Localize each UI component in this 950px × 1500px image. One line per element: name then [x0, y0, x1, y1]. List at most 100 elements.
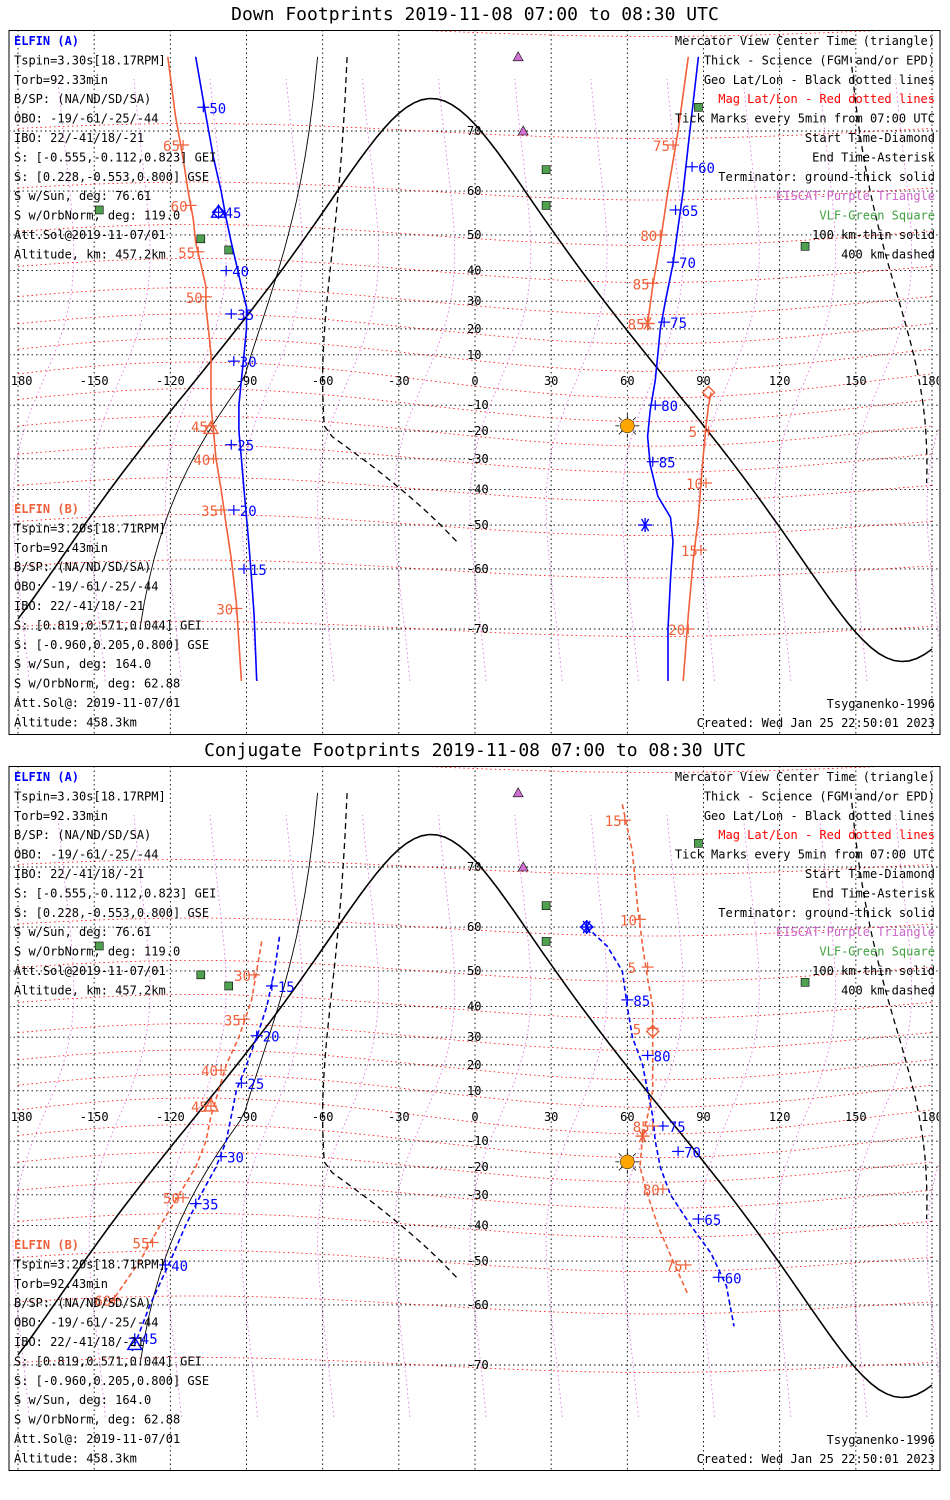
down-legend-line: Tick Marks every 5min from 07:00 UTC [675, 112, 935, 126]
conj-start-diamond [645, 1024, 660, 1039]
down-tick-label: 5 [689, 425, 697, 441]
conj-info-a-line: OBO: -19/-61/-25/-44 [14, 848, 159, 862]
conj-tick-label: 40 [201, 1064, 218, 1080]
down-legend-line: Mercator View Center Time (triangle) [675, 34, 935, 48]
down-y-tick-label: 40 [467, 264, 481, 278]
conjugate-footprints-map: -180 -150 -120 -90 -60 -30 0 30 60 90 120 150 180 70 6… [8, 766, 943, 1471]
down-series-elfin-b: 65 60 55 50 45 40 35 30 5 10 15 20 85 85 80 75 [163, 56, 716, 681]
conj-vlf-square [196, 970, 206, 980]
conj-info-b-line: S w/OrbNorm, deg: 62.88 [14, 1413, 180, 1427]
conj-tick-label: 75 [669, 1120, 686, 1136]
conj-tick-label: 85 [633, 994, 650, 1010]
conj-info-b-line: Altitude: 458.3km [14, 1451, 137, 1465]
down-mag-grid [12, 31, 939, 681]
down-tick-label: 50 [186, 291, 203, 307]
conj-mag-lon-line [545, 815, 608, 1417]
conj-info-b-line: S: [-0.960,0.205,0.800] GSE [14, 1374, 209, 1388]
down-legend-line: Thick - Science (FGM and/or EPD) [704, 53, 935, 67]
down-x-tick-label: 120 [769, 374, 791, 388]
down-center-triangle [202, 420, 220, 435]
conj-y-tick-label: 20 [467, 1058, 481, 1072]
conj-terminator [17, 833, 933, 1399]
conj-y-tick-label: -10 [467, 1134, 489, 1148]
top-panel-title: Down Footprints 2019-11-08 07:00 to 08:3… [231, 4, 719, 25]
conj-x-tick-label: -150 [80, 1110, 109, 1124]
down-info-a-line: Att.Sol@2019-11-07/01 [14, 228, 166, 242]
conj-center-triangle [126, 1336, 144, 1351]
conj-info-a-line: IBO: 22/-41/18/-21 [14, 867, 144, 881]
down-vlf-square [800, 242, 810, 251]
down-mag-lon-line [774, 79, 836, 681]
down-x-tick-label: 180 [921, 374, 943, 388]
down-y-tick-label: 50 [467, 228, 481, 242]
down-elfin-a-info: ELFIN (A) Tspin=3.30s[18.17RPM] Torb=92.33… [14, 34, 216, 261]
conj-x-tick-label: 30 [544, 1110, 558, 1124]
down-mag-lon-line [469, 79, 532, 681]
conj-legend-line: 400 km-dashed [841, 983, 935, 997]
conj-tick-label: 25 [247, 1077, 264, 1093]
down-legend-line: 100 km-thin solid [812, 228, 935, 242]
down-x-tick-label: 90 [696, 374, 710, 388]
down-info-a-line: IBO: 22/-41/18/-21 [14, 131, 144, 145]
down-y-tick-label: 70 [467, 124, 481, 138]
conj-tick-label: 35 [224, 1013, 241, 1029]
conj-info-a-line: Tspin=3.30s[18.17RPM] [14, 789, 166, 803]
conj-y-tick-label: -30 [467, 1188, 489, 1202]
conj-info-b-line: S: [0.819,0.571,0.044] GEI [14, 1354, 202, 1368]
down-tick-label: 40 [193, 453, 210, 469]
down-vlf-square [224, 245, 234, 255]
conj-info-a-line: ELFIN (A) [14, 770, 79, 784]
down-info-b-line: IBO: 22/-41/18/-21 [14, 599, 144, 613]
down-info-b-line: Att.Sol@: 2019-11-07/01 [14, 696, 180, 710]
conj-legend-line: Thick - Science (FGM and/or EPD) [704, 789, 935, 803]
down-track-pass2b [646, 56, 690, 324]
conj-x-tick-label: -60 [312, 1110, 334, 1124]
conj-y-tick-label: 60 [467, 920, 481, 934]
down-legend-line: VLF-Green Square [819, 209, 935, 223]
conj-x-tick-label: 180 [921, 1110, 943, 1124]
down-tick-label: 75 [670, 316, 687, 332]
down-info-b-line: Tspin=3.20s[18.71RPM] [14, 521, 166, 535]
down-y-tick-label: -20 [467, 424, 489, 438]
conj-info-a-line: Att.Sol@2019-11-07/01 [14, 964, 166, 978]
down-x-tick-label: -150 [80, 374, 109, 388]
conj-info-b-line: B/SP: (NA/ND/SD/SA) [14, 1296, 151, 1310]
conj-end-asterisk [579, 920, 594, 935]
down-y-tick-label: 60 [467, 184, 481, 198]
conj-vlf-square [800, 978, 810, 987]
down-eiscat-triangle [512, 51, 524, 62]
conj-legend-line: Geo Lat/Lon - Black dotted lines [704, 809, 935, 823]
conj-y-tick-label: -50 [467, 1254, 489, 1268]
down-info-b-line: Torb=92.43min [14, 541, 108, 555]
down-info-a-line: S w/Sun, deg: 76.61 [14, 189, 151, 203]
conj-info-a-line: B/SP: (NA/ND/SD/SA) [14, 828, 151, 842]
down-tick-label: 85 [628, 318, 645, 334]
down-legend-line: Terminator: ground-thick solid [718, 170, 935, 184]
down-tick-label: 20 [240, 504, 257, 520]
conj-legend-line: Mag Lat/Lon - Red dotted lines [718, 828, 935, 842]
down-info-b-line: ELFIN (B) [14, 502, 79, 516]
conj-x-tick-label: -120 [156, 1110, 185, 1124]
conj-mag-lon-line [469, 815, 532, 1417]
conj-info-a-line: S: [-0.555,-0.112,0.823] GEI [14, 886, 216, 900]
down-tick-label: 80 [640, 229, 657, 245]
down-frame [8, 30, 941, 735]
down-center-triangle [210, 203, 227, 218]
conj-100km-line [139, 792, 319, 1366]
down-info-b-line: Altitude: 458.3km [14, 715, 137, 729]
conj-created-label: Created: Wed Jan 25 22:50:01 2023 [697, 1452, 935, 1466]
down-mag-lon-line [926, 426, 939, 644]
down-tick-label: 65 [682, 204, 699, 220]
conj-vlf-square [541, 937, 551, 946]
conj-info-a-line: S: [0.228,-0.553,0.800] GSE [14, 906, 209, 920]
down-y-tick-label: 20 [467, 322, 481, 336]
conj-info-a-line: Altitude, km: 457.2km [14, 983, 166, 997]
down-footprints-map: -180 -150 -120 -90 -60 -30 0 30 60 90 120 150 180706… [8, 30, 943, 735]
conj-series-elfin-a: 15 20 25 30 35 40 45 85 80 75 70 65 60 [126, 920, 742, 1352]
conj-tick-label: 35 [202, 1198, 219, 1214]
conj-x-tick-label: 0 [471, 1110, 478, 1124]
conj-y-tick-label: -60 [467, 1298, 489, 1312]
conj-info-b-line: ELFIN (B) [14, 1238, 79, 1252]
down-y-tick-label: -40 [467, 482, 489, 496]
conj-mag-lon-line [926, 1162, 939, 1380]
